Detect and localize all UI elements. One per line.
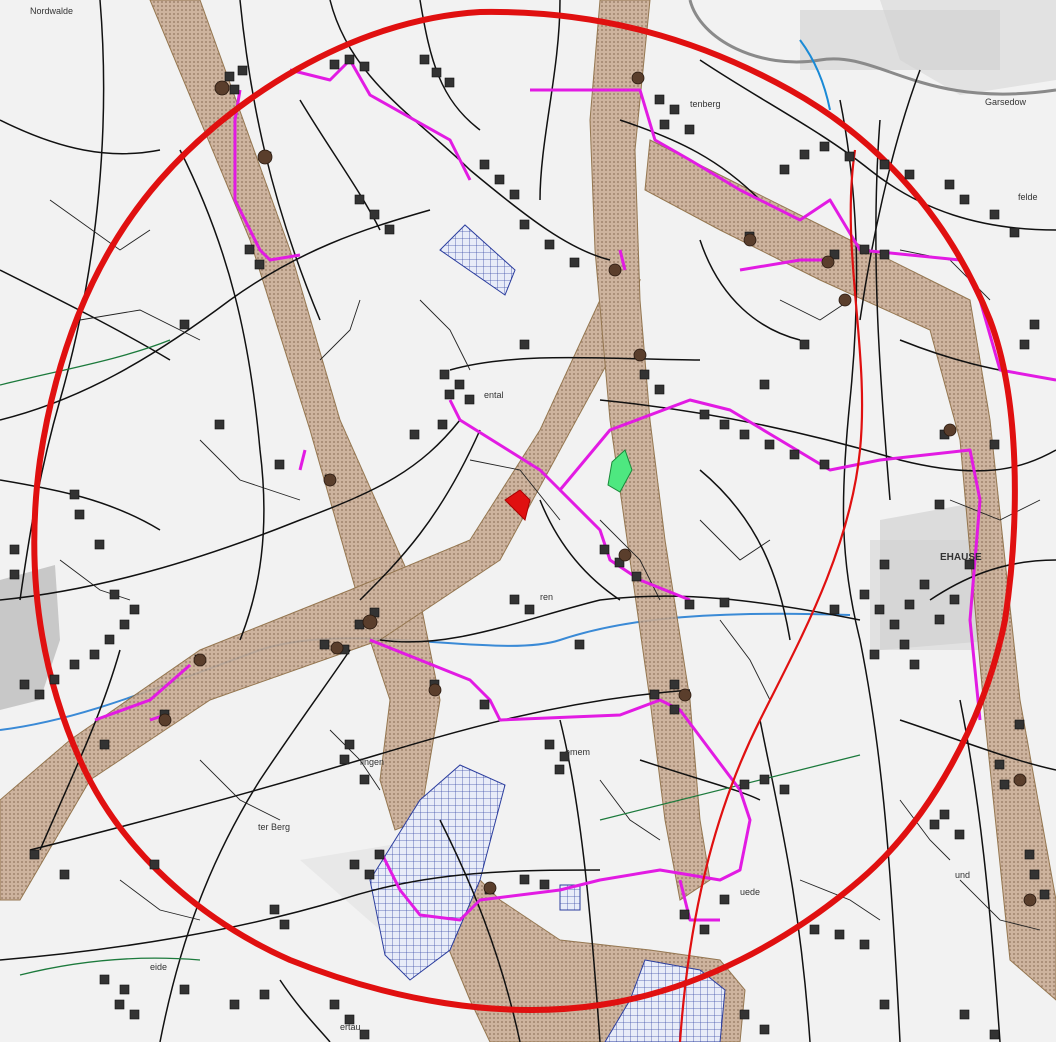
label-eide: eide <box>150 962 167 972</box>
label-ter-berg: ter Berg <box>258 822 290 832</box>
river <box>688 0 1056 96</box>
green-site-marker[interactable] <box>607 449 633 493</box>
label-ental: ental <box>484 390 504 400</box>
label-town-se: EHAUSE <box>940 552 982 563</box>
label-garsedow: Garsedow <box>985 97 1027 107</box>
label-felde: felde <box>1018 192 1038 202</box>
building-markers <box>9 54 1050 1040</box>
stream-blue-north <box>799 39 831 111</box>
label-und: und <box>955 870 970 880</box>
label-nordwalde: Nordwalde <box>30 6 73 16</box>
red-lines <box>31 8 1018 1042</box>
label-tenberg: tenberg <box>690 99 721 109</box>
label-ren: ren <box>540 592 553 602</box>
label-uede: uede <box>740 887 760 897</box>
study-area-circle <box>31 8 1018 1013</box>
red-site-marker[interactable] <box>504 489 531 521</box>
place-labels: Nordwalde Garsedow tenberg felde ental r… <box>30 6 1038 1032</box>
corridor-nodes <box>158 71 1037 907</box>
green-tracks <box>0 339 861 976</box>
label-ertau: ertau <box>340 1022 361 1032</box>
label-lingen: lingen <box>360 757 384 767</box>
label-emem: emem <box>565 747 590 757</box>
